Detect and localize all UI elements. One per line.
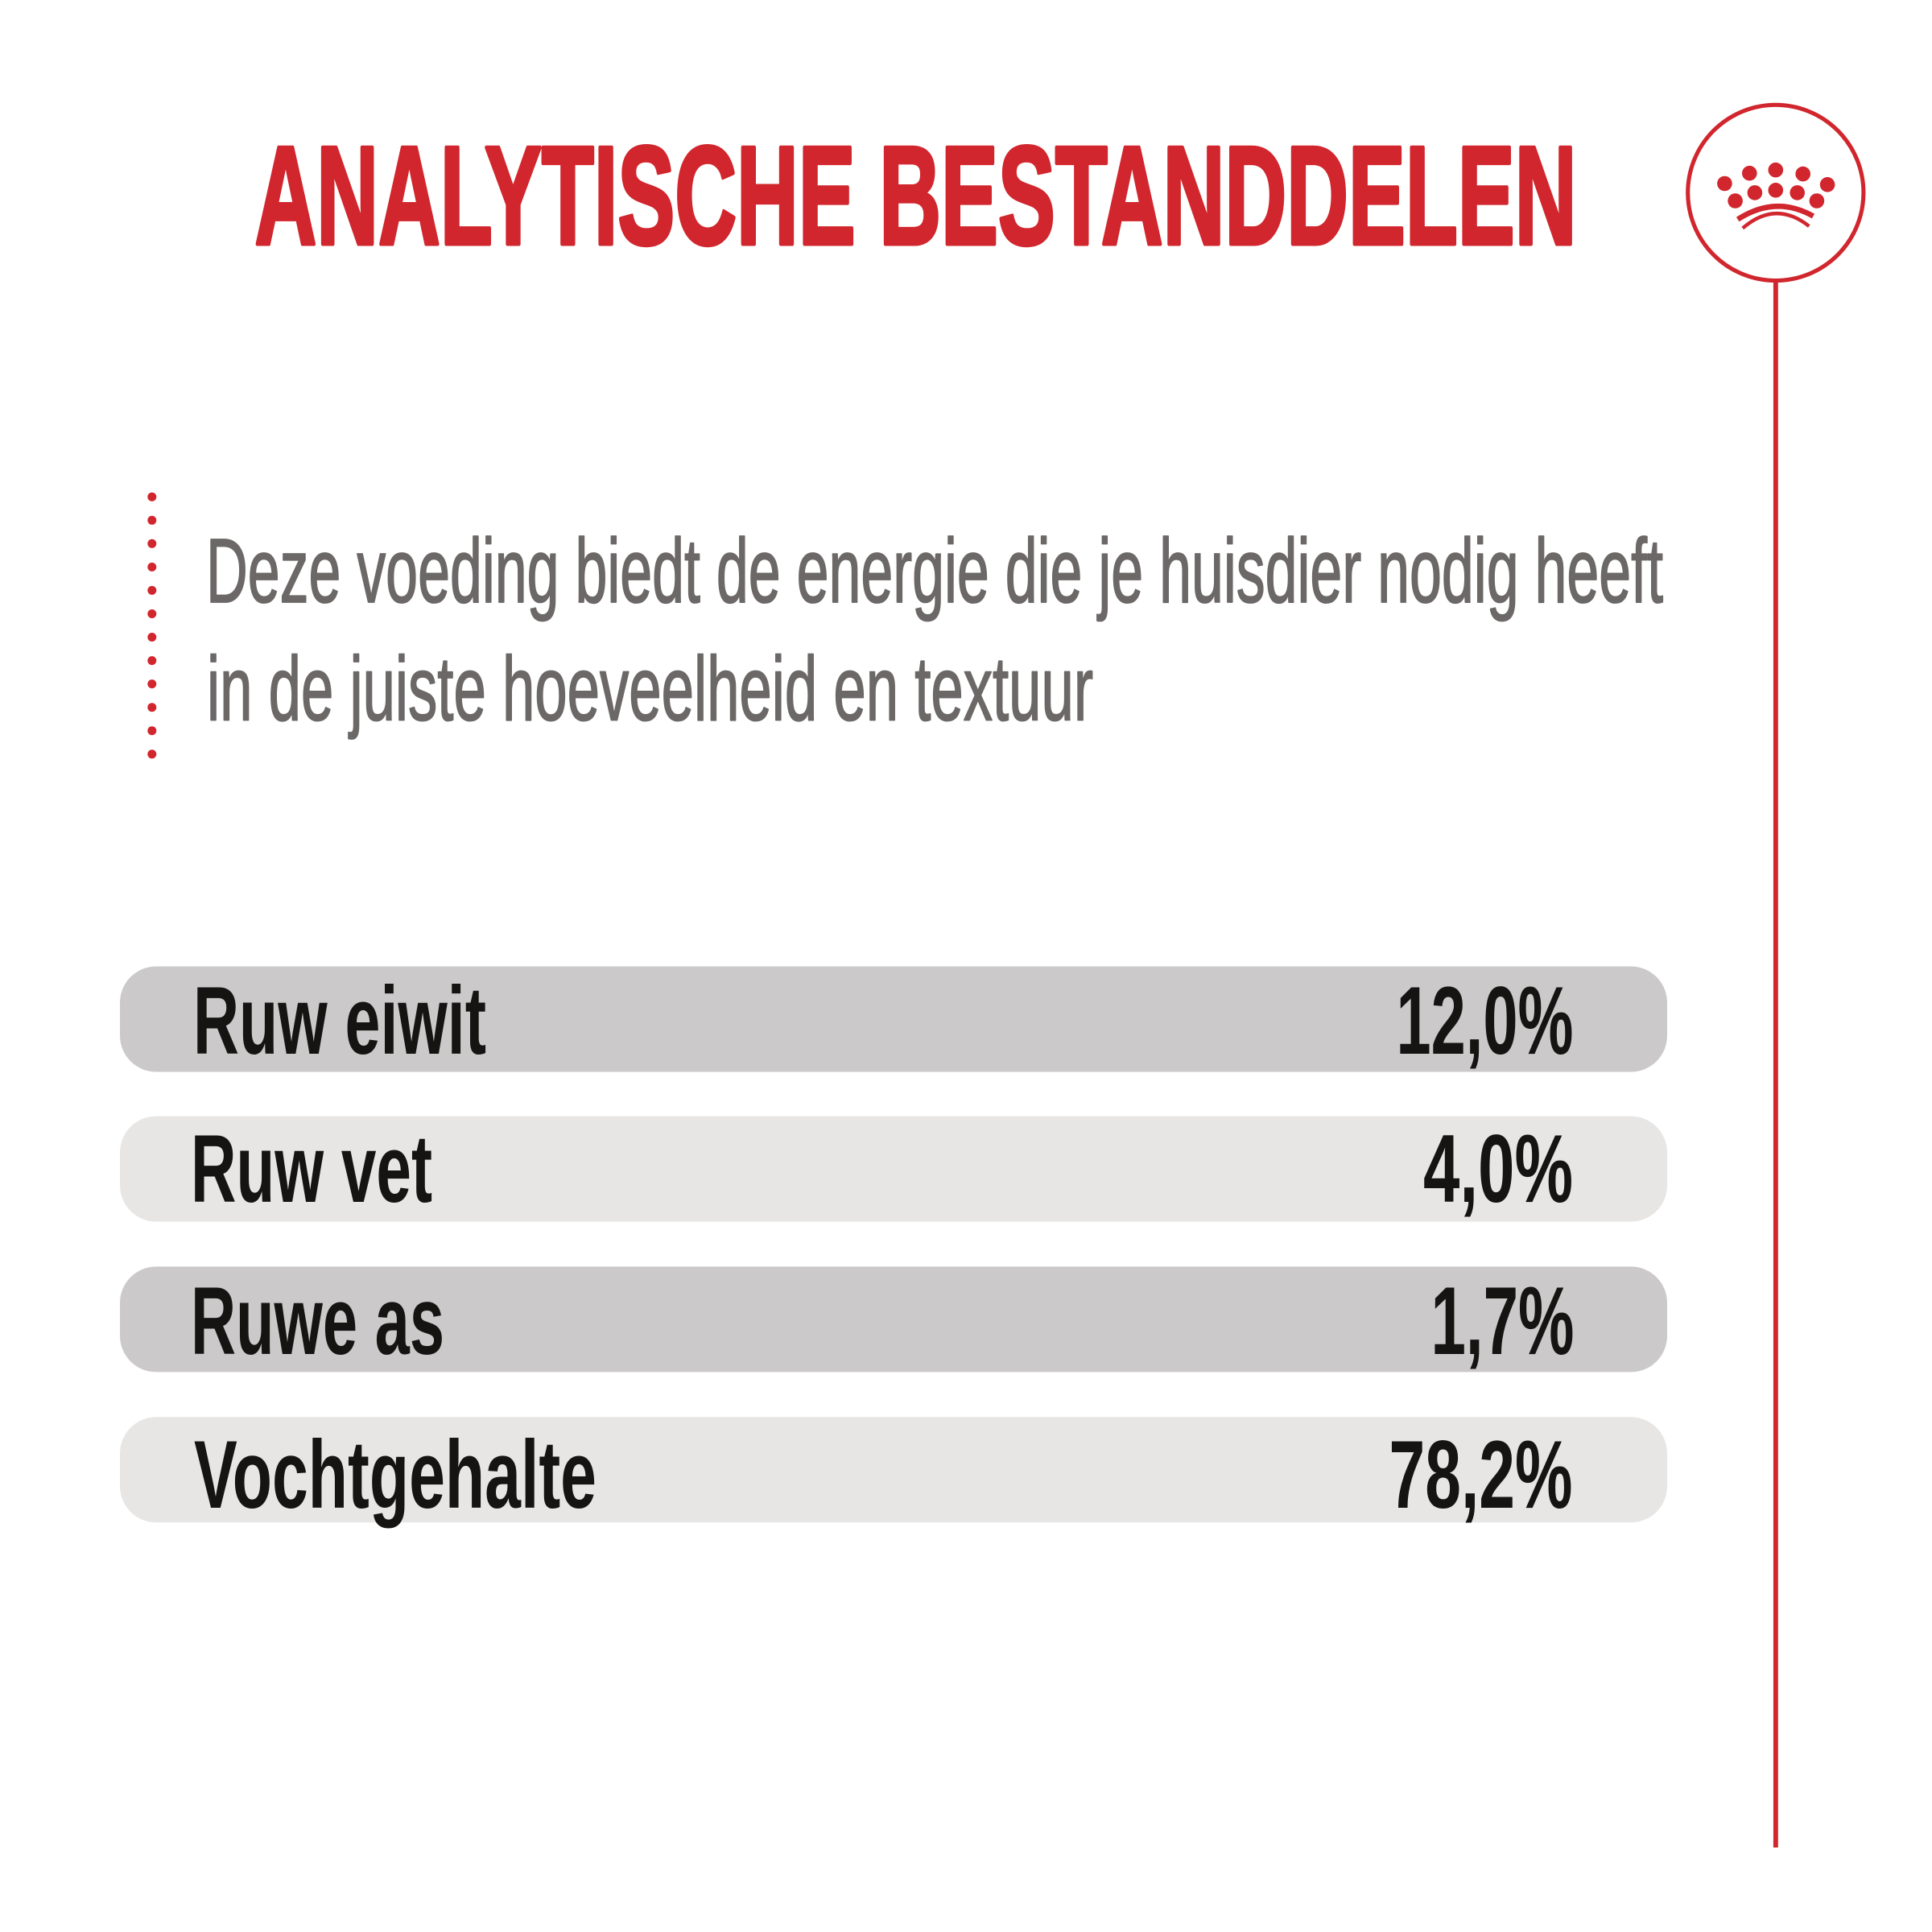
svg-text:Vochtgehalte: Vochtgehalte	[194, 1421, 597, 1529]
svg-text:1,7%: 1,7%	[1431, 1267, 1575, 1375]
svg-text:12,0%: 12,0%	[1397, 967, 1574, 1075]
svg-text:Deze voeding biedt de energie: Deze voeding biedt de energie die je hui…	[206, 520, 1663, 621]
svg-text:in de juiste hoeveelheid en te: in de juiste hoeveelheid en textuur	[207, 638, 1093, 740]
svg-text:Ruw vet: Ruw vet	[191, 1115, 432, 1223]
svg-text:4,0%: 4,0%	[1423, 1115, 1573, 1223]
svg-text:78,2%: 78,2%	[1389, 1421, 1573, 1529]
svg-text:Ruwe as: Ruwe as	[191, 1267, 444, 1375]
svg-text:ANALYTISCHE BESTANDDELEN: ANALYTISCHE BESTANDDELEN	[255, 117, 1577, 274]
svg-text:Ruw eiwit: Ruw eiwit	[193, 967, 486, 1075]
